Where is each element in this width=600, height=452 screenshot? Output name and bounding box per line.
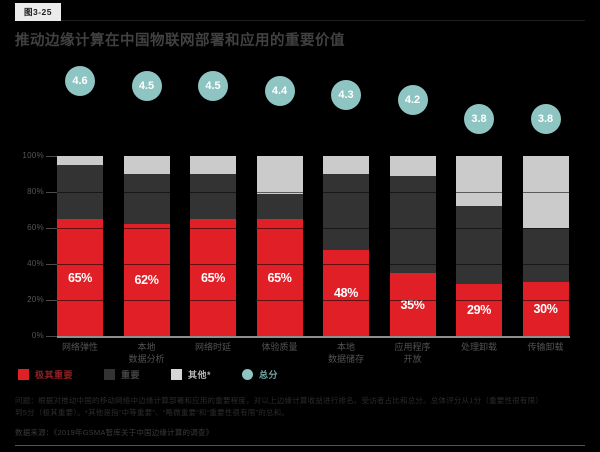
- x-axis-label: 网络时延: [194, 342, 231, 352]
- legend-label: 总分: [259, 370, 279, 380]
- legend-label: 重要: [121, 370, 141, 380]
- bar-segment-light: [456, 156, 502, 207]
- y-axis-tick-mark: [46, 192, 57, 193]
- grid-line: [57, 300, 570, 301]
- x-axis-line: [57, 336, 570, 338]
- bar-percent-label: 62%: [134, 273, 159, 288]
- y-axis-tick-mark: [46, 300, 57, 301]
- bar-segment-light: [190, 156, 236, 174]
- grid-line: [57, 264, 570, 265]
- bar-percent-label: 65%: [200, 270, 226, 285]
- bar: 65%: [256, 156, 303, 336]
- grid-line: [57, 228, 570, 229]
- bar: 29%: [456, 156, 502, 336]
- legend-item-important: 重要: [104, 368, 140, 381]
- bar-segment-dark: [190, 174, 236, 219]
- y-axis-tick-label: 100%: [22, 151, 44, 160]
- score-circle: 3.8: [530, 104, 561, 135]
- legend: 极其重要 重要 其他* 总分: [18, 368, 278, 381]
- bar-segment-dark: [456, 206, 502, 284]
- badge-divider: [15, 20, 585, 21]
- bar-segment-red: 65%: [190, 219, 236, 336]
- score-circle: 4.2: [397, 85, 428, 116]
- grid-line: [57, 192, 570, 193]
- score-circle: 3.8: [464, 104, 494, 135]
- plot-area: 65% 62% 65% 65% 48% 35% 29% 30%: [57, 156, 570, 336]
- figure-badge: 图3-25: [15, 3, 62, 21]
- legend-label: 极其重要: [35, 370, 74, 380]
- bar-segment-red: 62%: [123, 224, 170, 336]
- bar-percent-label: 48%: [333, 285, 359, 300]
- bar-percent-label: 65%: [267, 270, 292, 285]
- bar-segment-dark: [522, 228, 569, 282]
- x-axis-label: 传输卸载: [527, 342, 564, 352]
- bar-segment-red: 35%: [389, 273, 436, 336]
- legend-label: 其他*: [188, 370, 212, 380]
- score-circle: 4.5: [198, 70, 228, 101]
- bar: 65%: [57, 156, 103, 336]
- x-axis-label: 体验质量: [261, 342, 298, 352]
- legend-swatch-teal-circle: [242, 369, 254, 380]
- y-axis-tick-label: 40%: [27, 259, 44, 268]
- bottom-divider: [15, 445, 585, 446]
- bar-segment-dark: [389, 175, 436, 273]
- bar: 62%: [123, 156, 170, 336]
- y-axis-tick-label: 0%: [31, 331, 44, 340]
- source-line: 数据来源：《2019年GSMA智库关于中国边缘计算的调查》: [15, 428, 214, 437]
- x-axis-label: 处理卸载: [460, 342, 497, 352]
- legend-swatch-red: [18, 369, 29, 380]
- bar-segment-red: 30%: [522, 282, 569, 336]
- bar-segment-light: [323, 156, 369, 175]
- legend-swatch-darkgray: [104, 369, 116, 380]
- legend-item-other: 其他*: [171, 368, 211, 381]
- bar-segment-light: [57, 156, 103, 165]
- bar: 65%: [190, 156, 236, 336]
- y-axis-tick-mark: [46, 336, 57, 337]
- bar: 30%: [522, 156, 569, 336]
- bar-percent-label: 35%: [400, 297, 425, 312]
- y-axis-tick-mark: [46, 156, 57, 157]
- bar-segment-red: 48%: [323, 249, 369, 336]
- bar-segment-red: 65%: [256, 219, 303, 336]
- figure-title: 推动边缘计算在中国物联网部署和应用的重要价值: [15, 33, 345, 49]
- bar-segment-red: 29%: [456, 283, 502, 336]
- x-axis-label: 应用程序 开放: [394, 342, 431, 364]
- x-axis-label: 网络弹性: [61, 342, 98, 352]
- bar-segment-dark: [123, 174, 170, 225]
- legend-item-total-score: 总分: [242, 368, 278, 381]
- bar-segment-dark: [323, 174, 369, 250]
- bar-segment-light: [123, 156, 170, 175]
- y-axis-tick-label: 80%: [27, 187, 44, 196]
- bar-segment-light: [389, 156, 436, 176]
- bar: 48%: [323, 156, 369, 336]
- y-axis-tick-mark: [46, 264, 57, 265]
- bar: 35%: [389, 156, 436, 336]
- legend-item-extremely-important: 极其重要: [18, 368, 73, 381]
- y-axis-tick-label: 20%: [27, 295, 44, 304]
- score-circle: 4.6: [65, 66, 95, 96]
- score-circle: 4.4: [264, 75, 295, 106]
- bar-percent-label: 30%: [533, 302, 558, 316]
- score-circle: 4.5: [131, 70, 162, 101]
- legend-swatch-lightgray: [171, 369, 183, 380]
- footnote: 问题：根据对推动中国的移动网络中边缘计算部署和应用的重要程度，对以上边缘计算收益…: [15, 396, 543, 417]
- bar-segment-dark: [256, 193, 303, 219]
- x-axis-label: 本地 数据储存: [327, 342, 364, 364]
- bar-percent-label: 65%: [67, 270, 93, 285]
- score-circle: 4.3: [331, 80, 361, 111]
- bar-segment-red: 65%: [57, 219, 103, 336]
- x-axis-label: 本地 数据分析: [128, 342, 165, 364]
- bar-percent-label: 29%: [466, 302, 492, 317]
- bar-segment-light: [256, 156, 303, 194]
- y-axis-tick-mark: [46, 228, 57, 229]
- y-axis-tick-label: 60%: [27, 223, 44, 232]
